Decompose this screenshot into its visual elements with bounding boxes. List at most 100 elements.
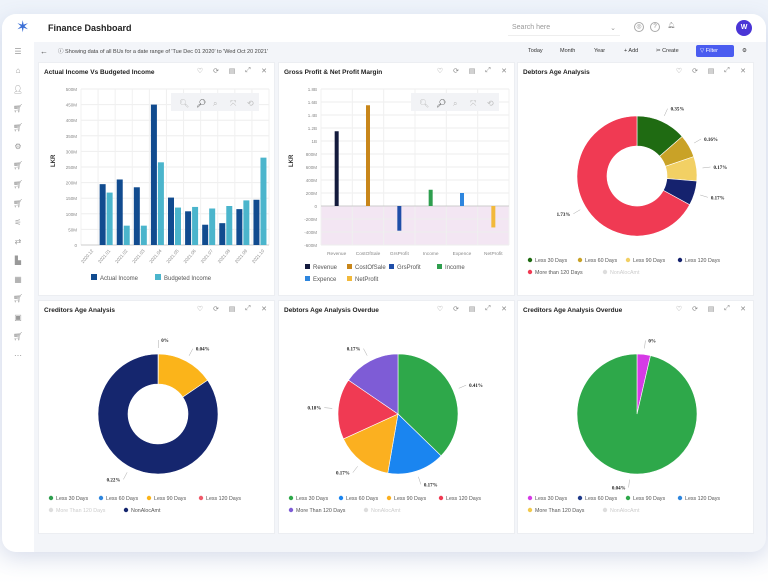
legend-label[interactable]: Less 120 Days [206,496,241,502]
refresh-icon[interactable]: ⟳ [453,68,459,75]
gear-icon[interactable]: ⚙ [14,142,22,151]
expand-icon[interactable]: ⤢ [485,67,491,74]
export-icon[interactable]: ▤ [707,306,715,313]
globe-icon[interactable]: ◎ [634,22,644,32]
bulb-icon[interactable]: ♡ [675,306,683,313]
filter-button[interactable]: ▽ Filter [696,45,734,57]
legend-label[interactable]: Less 60 Days [585,496,617,502]
home-icon[interactable]: ⌂ [15,66,21,75]
export-icon[interactable]: ▤ [468,68,476,75]
legend-label[interactable]: Expence [313,277,337,283]
zoom-in-icon[interactable]: 🔍︎ [179,99,189,108]
help-icon[interactable]: ? [650,22,660,32]
reset-icon[interactable]: ⟲ [247,99,254,108]
cart-icon[interactable]: 🛒︎ [12,104,24,113]
export-icon[interactable]: ▤ [468,306,476,313]
menu-icon[interactable]: ☰ [14,47,22,56]
refresh-icon[interactable]: ⟳ [213,68,219,75]
reset-icon[interactable]: ⟲ [487,99,494,108]
legend-label[interactable]: Less 90 Days [633,496,665,502]
legend-label[interactable]: Less 90 Days [394,496,426,502]
avatar[interactable]: W [736,20,752,36]
legend-label[interactable]: Less 120 Days [446,496,481,502]
cart-icon[interactable]: 🛒︎ [12,199,24,208]
cart-icon[interactable]: 🛒︎ [12,294,24,303]
bulb-icon[interactable]: ♡ [196,306,204,313]
expand-icon[interactable]: ⤢ [724,67,730,74]
legend-label[interactable]: NetProfit [355,277,379,283]
legend-label[interactable]: GrsProfit [397,265,421,271]
transfer-icon[interactable]: ⇄ [14,237,22,246]
search-input[interactable]: Search here ⌄ [508,20,620,36]
expand-icon[interactable]: ⤢ [245,305,251,312]
more-icon[interactable]: ⋯ [14,351,22,360]
pan-icon[interactable]: ⤧ [230,99,237,108]
zoom-in-icon[interactable]: 🔍︎ [419,99,429,108]
cart-icon[interactable]: 🛒︎ [12,180,24,189]
legend-label[interactable]: Less 90 Days [154,496,186,502]
legend-label[interactable]: Budgeted Income [164,276,212,282]
create-button[interactable]: ✂ Create [656,48,679,54]
export-icon[interactable]: ▤ [228,306,236,313]
sliders-icon[interactable]: ⚟ [14,218,22,227]
settings-icon[interactable]: ⚙ [742,48,747,54]
cart-icon[interactable]: 🛒︎ [12,332,24,341]
legend-label[interactable]: CostOfSale [355,265,386,271]
legend-label[interactable]: Less 60 Days [346,496,378,502]
refresh-icon[interactable]: ⟳ [213,306,219,313]
legend-label[interactable]: NonAlocAmt [371,508,401,514]
close-icon[interactable]: ✕ [261,68,267,75]
table-icon[interactable]: ▦ [14,275,22,284]
legend-label[interactable]: Less 30 Days [56,496,88,502]
export-icon[interactable]: ▤ [228,68,236,75]
bulb-icon[interactable]: ♡ [196,68,204,75]
close-icon[interactable]: ✕ [501,68,507,75]
legend-label[interactable]: Less 30 Days [535,258,567,264]
user-icon[interactable]: 👤︎ [12,85,24,94]
refresh-icon[interactable]: ⟳ [453,306,459,313]
zoom-select-icon[interactable]: 🔎︎ [196,99,206,108]
zoom-select-icon[interactable]: 🔎︎ [436,99,446,108]
add-button[interactable]: + Add [624,48,639,54]
legend-label[interactable]: Less 120 Days [685,258,720,264]
pan-icon[interactable]: ⤧ [470,99,477,108]
legend-label[interactable]: Revenue [313,265,338,271]
legend-label[interactable]: Less 60 Days [585,258,617,264]
month-button[interactable]: Month [560,48,576,54]
legend-label[interactable]: More Than 120 Days [296,508,346,514]
legend-label[interactable]: Less 30 Days [296,496,328,502]
expand-icon[interactable]: ⤢ [245,67,251,74]
close-icon[interactable]: ✕ [740,306,746,313]
close-icon[interactable]: ✕ [501,306,507,313]
expand-icon[interactable]: ⤢ [724,305,730,312]
today-button[interactable]: Today [528,48,543,54]
zoom-out-icon[interactable]: ⌕ [453,99,457,108]
bulb-icon[interactable]: ♡ [675,68,683,75]
cart-icon[interactable]: 🛒︎ [12,161,24,170]
bulb-icon[interactable]: ♡ [436,306,444,313]
legend-label[interactable]: NonAlocAmt [131,508,161,514]
factory-icon[interactable]: ▙ [14,256,22,265]
legend-label[interactable]: Less 90 Days [633,258,665,264]
back-arrow-icon[interactable]: ← [40,46,48,56]
cart-icon[interactable]: 🛒︎ [12,123,24,132]
briefcase-icon[interactable]: ▣ [14,313,22,322]
export-icon[interactable]: ▤ [707,68,715,75]
legend-label[interactable]: NonAlocAmt [610,508,640,514]
bell-icon[interactable]: 🔔︎ [667,23,675,29]
legend-label[interactable]: More Than 120 Days [56,508,106,514]
year-button[interactable]: Year [594,48,606,54]
bulb-icon[interactable]: ♡ [436,68,444,75]
legend-label[interactable]: Less 120 Days [685,496,720,502]
legend-label[interactable]: Less 60 Days [106,496,138,502]
legend-label[interactable]: More than 120 Days [535,270,583,276]
refresh-icon[interactable]: ⟳ [692,306,698,313]
legend-label[interactable]: NonAlocAmt [610,270,640,276]
legend-label[interactable]: Income [445,265,465,271]
zoom-out-icon[interactable]: ⌕ [213,99,217,108]
close-icon[interactable]: ✕ [740,68,746,75]
legend-label[interactable]: More Than 120 Days [535,508,585,514]
expand-icon[interactable]: ⤢ [485,305,491,312]
legend-label[interactable]: Actual Income [100,276,139,282]
close-icon[interactable]: ✕ [261,306,267,313]
